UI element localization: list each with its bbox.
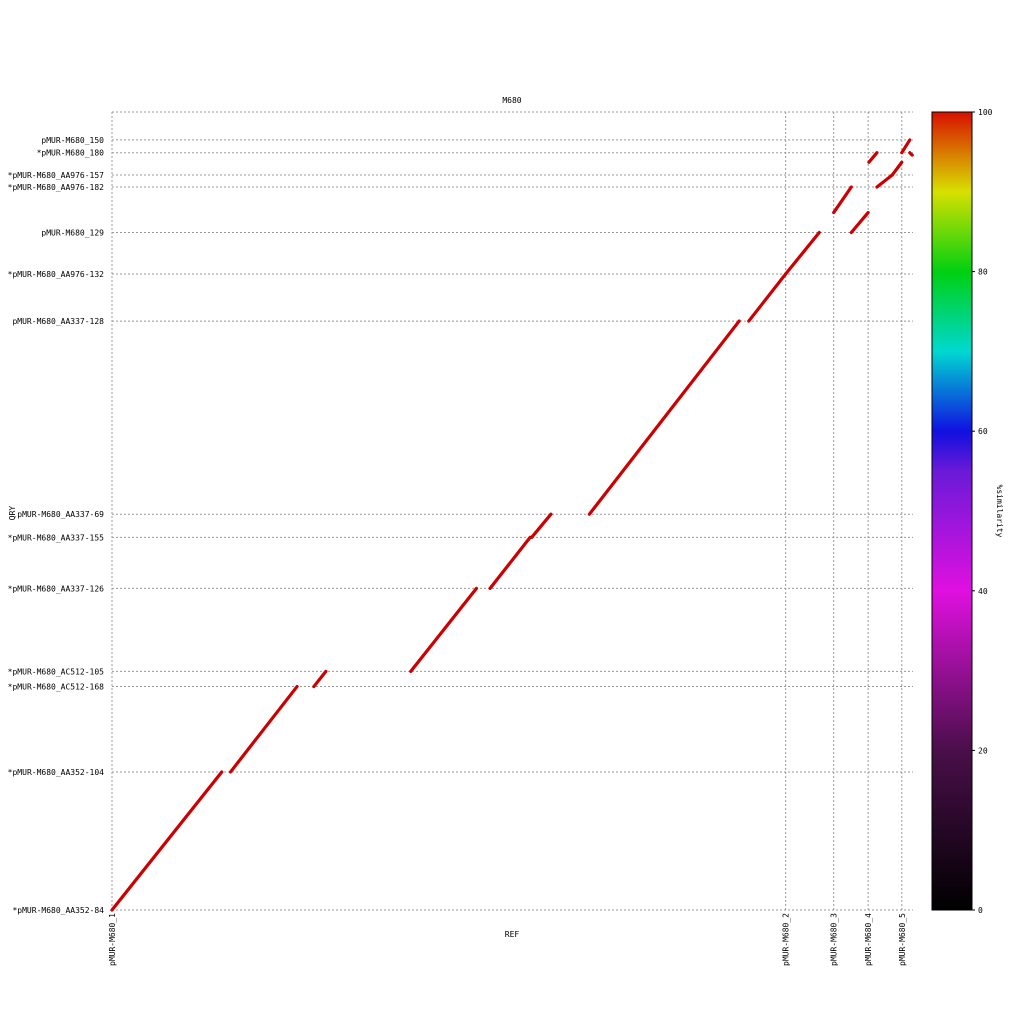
colorbar-tick-label: 60	[978, 427, 988, 436]
x-contig-labels: pMUR-M680_1 pMUR-M680_2 pMUR-M680_3 pMUR-M6…	[108, 913, 907, 966]
colorbar-tick-label: 80	[978, 268, 988, 277]
colorbar-tick-label: 0	[978, 906, 983, 915]
y-contig-label: *pMUR-M680_AA337-126	[8, 584, 105, 593]
colorbar-tick-label: 20	[978, 746, 988, 755]
alignment-segment	[488, 535, 532, 591]
y-contig-label: *pMUR-M680_AA337-155	[8, 533, 105, 542]
alignment-segment	[875, 173, 894, 189]
x-contig-label: pMUR-M680_1	[108, 913, 117, 966]
y-contig-label: pMUR-M680_129	[41, 228, 104, 237]
colorbar-frame	[931, 111, 973, 911]
alignment-segment	[900, 138, 912, 155]
alignment-segment	[747, 272, 788, 323]
alignment-segment	[890, 160, 904, 177]
y-contig-label: *pMUR-M680_AC512-168	[8, 683, 105, 692]
y-contig-label: *pMUR-M680_180	[37, 149, 105, 158]
y-contig-label: *pMUR-M680_AA976-157	[8, 171, 105, 180]
colorbar-gradient	[932, 112, 972, 910]
x-contig-label: pMUR-M680_3	[830, 913, 839, 966]
y-contig-label: pMUR-M680_150	[41, 136, 104, 145]
y-contig-label: pMUR-M680_AA337-69	[17, 510, 104, 519]
grid-lines	[111, 111, 913, 911]
similarity-colorbar: 0 20 40 60 80 100 %similarity	[931, 108, 1004, 915]
alignment-segment	[832, 185, 853, 215]
alignment-segment	[530, 512, 553, 539]
colorbar-tick-label: 40	[978, 587, 988, 596]
y-axis-label: QRY	[8, 506, 17, 521]
alignment-segment	[908, 151, 914, 157]
colorbar-label: %similarity	[995, 485, 1004, 538]
colorbar-tick-label: 100	[978, 108, 993, 117]
x-axis-label: REF	[505, 930, 520, 939]
x-contig-label: pMUR-M680_2	[782, 913, 791, 966]
x-contig-label: pMUR-M680_5	[898, 913, 907, 966]
alignment-segment	[867, 151, 879, 164]
chart-title: M680	[502, 96, 521, 105]
y-contig-label: *pMUR-M680_AA976-132	[8, 270, 105, 279]
alignment-segment	[784, 230, 821, 276]
alignment-segment	[849, 210, 870, 235]
y-contig-label: *pMUR-M680_AA976-182	[8, 183, 105, 192]
y-contig-labels: *pMUR-M680_AA352-84 *pMUR-M680_AA352-104 *…	[8, 136, 105, 915]
alignment-segment	[110, 770, 224, 912]
alignment-segment	[587, 319, 741, 516]
y-contig-label: *pMUR-M680_AA352-104	[8, 768, 105, 777]
alignment-marks	[110, 138, 914, 912]
alignment-segment	[312, 669, 328, 689]
colorbar-ticks: 0 20 40 60 80 100	[972, 108, 993, 915]
y-contig-label: *pMUR-M680_AC512-105	[8, 667, 105, 676]
y-contig-label: *pMUR-M680_AA352-84	[12, 906, 104, 915]
alignment-segment	[228, 684, 299, 774]
alignment-segment	[409, 586, 479, 673]
y-contig-label: pMUR-M680_AA337-128	[12, 317, 104, 326]
x-contig-label: pMUR-M680_4	[864, 913, 873, 966]
